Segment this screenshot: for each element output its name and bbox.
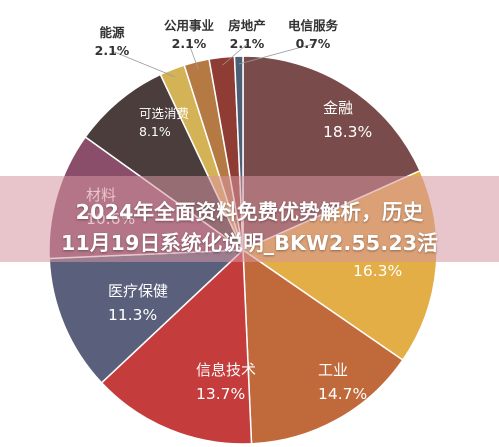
slice-name-label-9: 房地产 [228,18,266,33]
leader-lines [111,43,314,78]
overlay-banner [0,176,499,262]
slice-value-label-1: 16.3% [353,262,402,280]
slice-value-label-7: 2.1% [95,43,130,58]
leader-line-8 [188,43,199,70]
slice-name-label-7: 能源 [99,25,125,40]
slice-value-label-4: 11.3% [108,306,157,324]
slice-value-label-8: 2.1% [172,36,207,51]
overlay-title-line-2: 11月19日系统化说明_BKW2.55.23活 [61,231,438,255]
slice-name-label-6: 可选消费 [139,106,189,121]
slice-name-label-10: 电信服务 [288,18,339,33]
slice-value-label-10: 0.7% [296,36,331,51]
leader-line-9 [222,43,248,66]
slice-value-label-3: 13.7% [196,385,245,403]
slice-name-label-3: 信息技术 [196,361,256,379]
slice-name-label-0: 金融 [323,99,353,117]
slice-name-label-8: 公用事业 [164,18,215,33]
pie-slice-2 [242,248,404,445]
leader-line-7 [111,50,176,78]
overlay-title-line-1: 2024年全面资料免费优势解析，历史 [75,200,424,224]
slice-value-label-9: 2.1% [230,36,265,51]
pie-slice-3 [100,248,253,445]
slice-value-label-2: 14.7% [318,385,367,403]
slice-value-label-6: 8.1% [139,124,171,139]
pie-slice-4 [48,249,245,384]
leader-line-10 [238,43,314,65]
slice-name-label-2: 工业 [318,361,348,379]
slice-name-label-4: 医疗保健 [108,282,168,300]
slice-value-label-0: 18.3% [323,123,372,141]
